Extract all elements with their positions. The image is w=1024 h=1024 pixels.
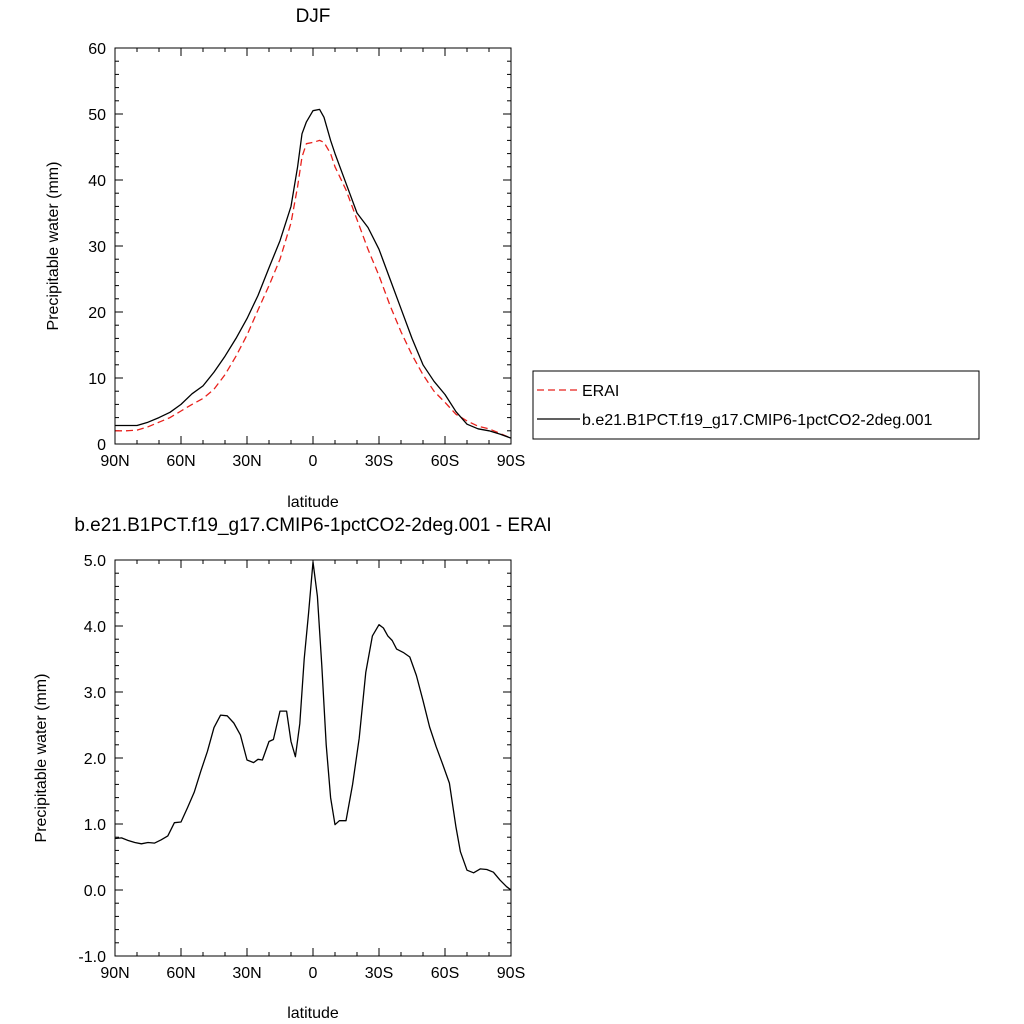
difference-ytick-label: 1.0 [84, 817, 106, 834]
difference-xtick-label: 90S [497, 965, 525, 982]
difference-panel: b.e21.B1PCT.f19_g17.CMIP6-1pctCO2-2deg.0… [33, 515, 552, 1022]
difference-ytick-label: 2.0 [84, 751, 106, 768]
difference-series-0-line [114, 561, 512, 891]
difference-xtick-label: 0 [309, 965, 318, 982]
legend-erai-label: ERAI [582, 383, 619, 400]
difference-ytick-label: -1.0 [78, 949, 106, 966]
difference-ytick-label: 3.0 [84, 685, 106, 702]
djf-ytick-label: 30 [88, 239, 106, 256]
djf-ylabel: Precipitable water (mm) [45, 162, 62, 331]
difference-xtick-label: 60N [166, 965, 195, 982]
djf-ytick-label: 0 [97, 437, 106, 454]
difference-xtick-label: 30S [365, 965, 393, 982]
djf-xtick-label: 90S [497, 453, 525, 470]
djf-lines [115, 108, 512, 439]
difference-xlabel: latitude [287, 1005, 339, 1022]
djf-series-0-line [115, 139, 512, 439]
difference-xtick-label: 30N [232, 965, 261, 982]
difference-ytick-label: 4.0 [84, 619, 106, 636]
difference-lines [114, 561, 512, 891]
difference-xtick-label: 90N [100, 965, 129, 982]
difference-title: b.e21.B1PCT.f19_g17.CMIP6-1pctCO2-2deg.0… [74, 515, 551, 536]
djf-xtick-label: 0 [309, 453, 318, 470]
djf-panel: DJF 90N 60N 30N 0 30S 60S 90S 0 10 20 30 40 50 60 lat… [45, 6, 525, 511]
djf-xtick-label: 90N [100, 453, 129, 470]
djf-ytick-label: 60 [88, 41, 106, 58]
legend-box [532, 370, 980, 440]
legend-model-label: b.e21.B1PCT.f19_g17.CMIP6-1pctCO2-2deg.0… [582, 412, 933, 429]
djf-xtick-label: 30S [365, 453, 393, 470]
difference-ticks: 90N 60N 30N 0 30S 60S 90S -1.0 0.0 1.0 2.0 3.0 4.0 5.… [78, 553, 525, 982]
djf-ticks: 90N 60N 30N 0 30S 60S 90S 0 10 20 30 40 50 60 [88, 41, 525, 470]
legend: ERAI b.e21.B1PCT.f19_g17.CMIP6-1pctCO2-2… [532, 370, 980, 440]
djf-xtick-label: 30N [232, 453, 261, 470]
djf-title: DJF [296, 6, 331, 27]
djf-plot-frame [114, 47, 512, 445]
difference-ylabel: Precipitable water (mm) [33, 674, 50, 843]
difference-plot-frame [114, 559, 512, 957]
djf-series-1-line [115, 108, 512, 439]
djf-xtick-label: 60S [431, 453, 459, 470]
difference-ytick-label: 0.0 [84, 883, 106, 900]
djf-ytick-label: 50 [88, 107, 106, 124]
difference-ytick-label: 5.0 [84, 553, 106, 570]
djf-xlabel: latitude [287, 494, 339, 511]
difference-xtick-label: 60S [431, 965, 459, 982]
djf-xtick-label: 60N [166, 453, 195, 470]
djf-ytick-label: 40 [88, 173, 106, 190]
djf-ytick-label: 20 [88, 305, 106, 322]
djf-ytick-label: 10 [88, 371, 106, 388]
